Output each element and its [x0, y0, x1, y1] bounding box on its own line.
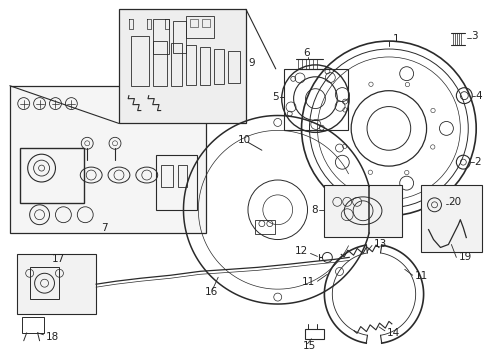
Bar	[420, 185, 481, 252]
Bar	[152, 19, 168, 54]
Bar	[190, 19, 198, 27]
Text: 11: 11	[414, 271, 427, 281]
Bar	[30, 267, 60, 299]
Text: 5: 5	[271, 92, 278, 102]
Bar	[155, 155, 197, 210]
Bar	[214, 49, 224, 84]
Bar	[10, 86, 206, 233]
Bar	[119, 9, 245, 123]
Text: 7: 7	[101, 222, 107, 233]
Bar	[186, 16, 214, 38]
Bar	[283, 69, 347, 130]
Bar	[324, 185, 401, 237]
Bar	[20, 148, 84, 203]
Text: 17: 17	[51, 255, 64, 264]
Text: 9: 9	[247, 58, 254, 68]
Text: 18: 18	[45, 332, 59, 342]
Text: 1: 1	[392, 34, 399, 44]
Bar	[21, 317, 43, 333]
Text: 8: 8	[310, 205, 317, 215]
Text: 19: 19	[457, 252, 470, 262]
Text: 6: 6	[303, 48, 309, 58]
Text: 2: 2	[473, 157, 480, 167]
Bar	[228, 51, 240, 83]
Bar	[17, 255, 96, 314]
Bar	[186, 45, 196, 85]
Bar	[131, 36, 148, 86]
Bar	[161, 165, 172, 187]
Text: 14: 14	[386, 328, 399, 338]
Text: 13: 13	[373, 239, 386, 248]
Text: 4: 4	[474, 91, 481, 101]
Bar	[172, 21, 186, 53]
Text: 10: 10	[238, 135, 251, 145]
Bar	[152, 41, 166, 86]
Text: 16: 16	[205, 287, 218, 297]
Bar	[254, 220, 274, 234]
Text: 20: 20	[447, 197, 461, 207]
Bar	[200, 47, 210, 85]
Bar	[170, 43, 182, 86]
Bar	[177, 165, 187, 187]
Bar	[304, 329, 324, 339]
Text: 15: 15	[302, 341, 315, 351]
Text: 3: 3	[470, 31, 477, 41]
Bar	[202, 19, 210, 27]
Text: 12: 12	[295, 247, 308, 256]
Text: 11: 11	[302, 277, 315, 287]
